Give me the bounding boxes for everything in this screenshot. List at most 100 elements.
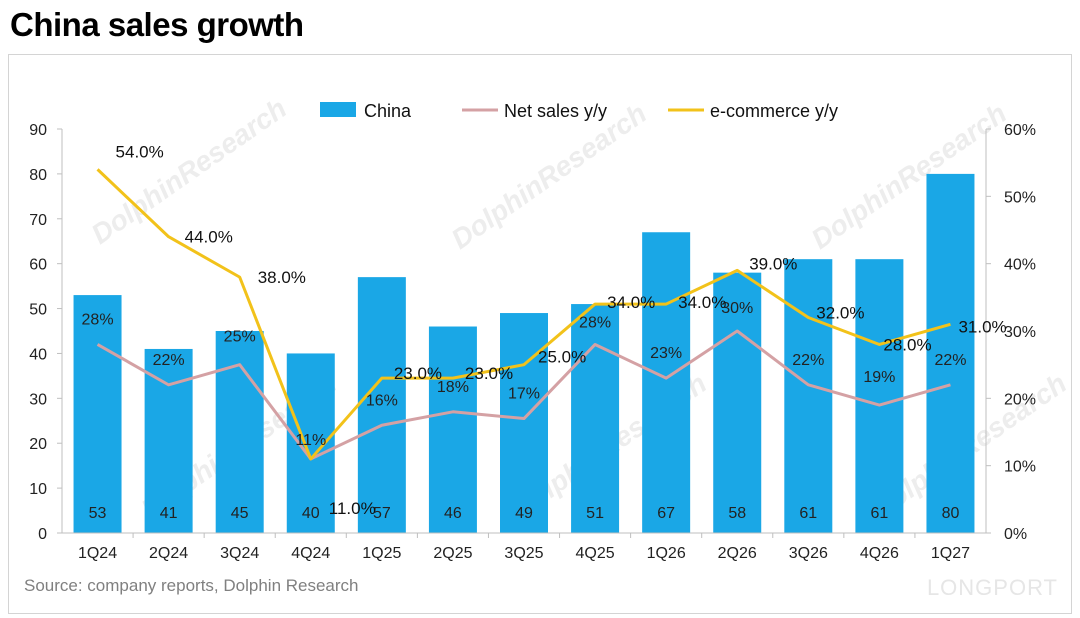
bar-value-label: 53 <box>89 505 107 522</box>
bar-value-label: 67 <box>657 505 675 522</box>
brand-watermark: LONGPORT <box>926 575 1058 600</box>
net-sales-label: 17% <box>508 386 540 403</box>
right-tick-label: 60% <box>1004 122 1036 139</box>
left-tick-label: 40 <box>29 346 47 363</box>
net-sales-label: 11% <box>295 432 326 449</box>
axes: 0 10 20 30 40 50 60 70 80 90 0% 10% 20% 30% 40% 50% 60% 1… <box>29 122 1036 562</box>
net-sales-label: 22% <box>934 352 966 369</box>
bar-value-label: 45 <box>231 505 249 522</box>
x-tick-label: 2Q26 <box>718 545 757 562</box>
watermark-text-1: DolphinResearch <box>446 97 652 254</box>
legend-label-china: China <box>364 101 412 121</box>
source-note: Source: company reports, Dolphin Researc… <box>24 576 359 595</box>
bar-value-label: 61 <box>799 505 817 522</box>
bar-value-label: 61 <box>870 505 888 522</box>
ecommerce-label: 44.0% <box>185 228 233 247</box>
legend-label-ecommerce: e-commerce y/y <box>710 101 838 121</box>
bar-value-label: 57 <box>373 505 391 522</box>
net-sales-label: 19% <box>863 369 895 386</box>
net-sales-label: 18% <box>437 379 469 396</box>
chart-frame <box>8 54 1072 614</box>
left-tick-label: 70 <box>29 212 47 229</box>
bar-1Q27 <box>926 173 975 533</box>
x-tick-label: 3Q26 <box>789 545 828 562</box>
ecommerce-label: 54.0% <box>116 142 164 161</box>
bar-value-label: 41 <box>160 505 178 522</box>
right-tick-label: 0% <box>1004 526 1027 543</box>
watermark-text-0: DolphinResearch <box>86 92 292 249</box>
net-sales-label: 16% <box>366 392 398 409</box>
net-sales-label: 25% <box>224 329 256 346</box>
ecommerce-label: 31.0% <box>958 317 1006 336</box>
legend-swatch-china <box>320 102 356 117</box>
watermark-text-2: DolphinResearch <box>806 97 1012 254</box>
bar-value-label: 80 <box>942 505 960 522</box>
ecommerce-label: 28.0% <box>883 335 931 354</box>
bar-2Q26 <box>713 272 762 533</box>
x-tick-label: 2Q25 <box>433 545 472 562</box>
bar-4Q26 <box>855 259 904 533</box>
left-tick-label: 80 <box>29 167 47 184</box>
bar-1Q26 <box>642 232 691 533</box>
ecommerce-label: 25.0% <box>538 348 586 367</box>
bar-value-label: 46 <box>444 505 462 522</box>
x-tick-label: 1Q26 <box>647 545 686 562</box>
left-tick-label: 10 <box>29 481 47 498</box>
x-tick-label: 4Q25 <box>576 545 615 562</box>
x-tick-label: 1Q27 <box>931 545 970 562</box>
bar-series <box>73 173 975 533</box>
bar-value-label: 49 <box>515 505 533 522</box>
net-sales-line <box>96 329 951 461</box>
bar-3Q26 <box>784 259 833 533</box>
net-sales-label: 28% <box>82 311 114 328</box>
net-sales-label: 30% <box>721 300 753 317</box>
right-tick-label: 40% <box>1004 257 1036 274</box>
x-tick-label: 2Q24 <box>149 545 188 562</box>
ecommerce-label: 32.0% <box>816 304 864 323</box>
bar-1Q24 <box>73 295 122 533</box>
x-tick-label: 4Q26 <box>860 545 899 562</box>
right-tick-label: 30% <box>1004 324 1036 341</box>
bar-value-label: 40 <box>302 505 320 522</box>
net-sales-label: 22% <box>153 352 185 369</box>
bar-4Q24 <box>286 353 335 533</box>
bar-3Q24 <box>215 331 264 533</box>
left-tick-label: 30 <box>29 391 47 408</box>
bar-1Q25 <box>357 277 406 533</box>
left-tick-label: 60 <box>29 257 47 274</box>
ecommerce-label: 34.0% <box>607 293 655 312</box>
x-tick-label: 1Q24 <box>78 545 117 562</box>
bar-4Q25 <box>571 304 620 533</box>
line-series <box>96 168 951 461</box>
left-tick-label: 90 <box>29 122 47 139</box>
ecommerce-label: 34.0% <box>678 293 726 312</box>
ecommerce-label: 23.0% <box>394 364 442 383</box>
left-tick-label: 50 <box>29 302 47 319</box>
data-labels: 53 41 45 40 57 46 49 51 67 58 61 61 80 28% 22% 25% 11% 16… <box>82 142 1007 522</box>
left-tick-label: 0 <box>38 526 47 543</box>
net-sales-label: 22% <box>792 352 824 369</box>
net-sales-label: 23% <box>650 345 682 362</box>
ecommerce-line <box>96 168 951 461</box>
bar-3Q25 <box>500 313 548 533</box>
x-tick-label: 4Q24 <box>291 545 330 562</box>
right-tick-label: 50% <box>1004 189 1036 206</box>
ecommerce-label: 11.0% <box>329 499 376 518</box>
bar-2Q25 <box>428 326 477 533</box>
left-tick-label: 20 <box>29 436 47 453</box>
x-tick-label: 1Q25 <box>362 545 401 562</box>
ecommerce-label: 38.0% <box>258 268 306 287</box>
x-tick-label: 3Q25 <box>504 545 543 562</box>
chart-title: China sales growth <box>10 6 304 43</box>
legend-label-net-sales: Net sales y/y <box>504 101 607 121</box>
bar-value-label: 51 <box>586 505 604 522</box>
right-tick-label: 10% <box>1004 459 1036 476</box>
legend: China Net sales y/y e-commerce y/y <box>320 101 838 121</box>
bar-value-label: 58 <box>728 505 746 522</box>
ecommerce-label: 39.0% <box>749 254 797 273</box>
x-tick-label: 3Q24 <box>220 545 259 562</box>
net-sales-label: 28% <box>579 314 611 331</box>
ecommerce-label: 23.0% <box>465 364 513 383</box>
right-tick-label: 20% <box>1004 391 1036 408</box>
